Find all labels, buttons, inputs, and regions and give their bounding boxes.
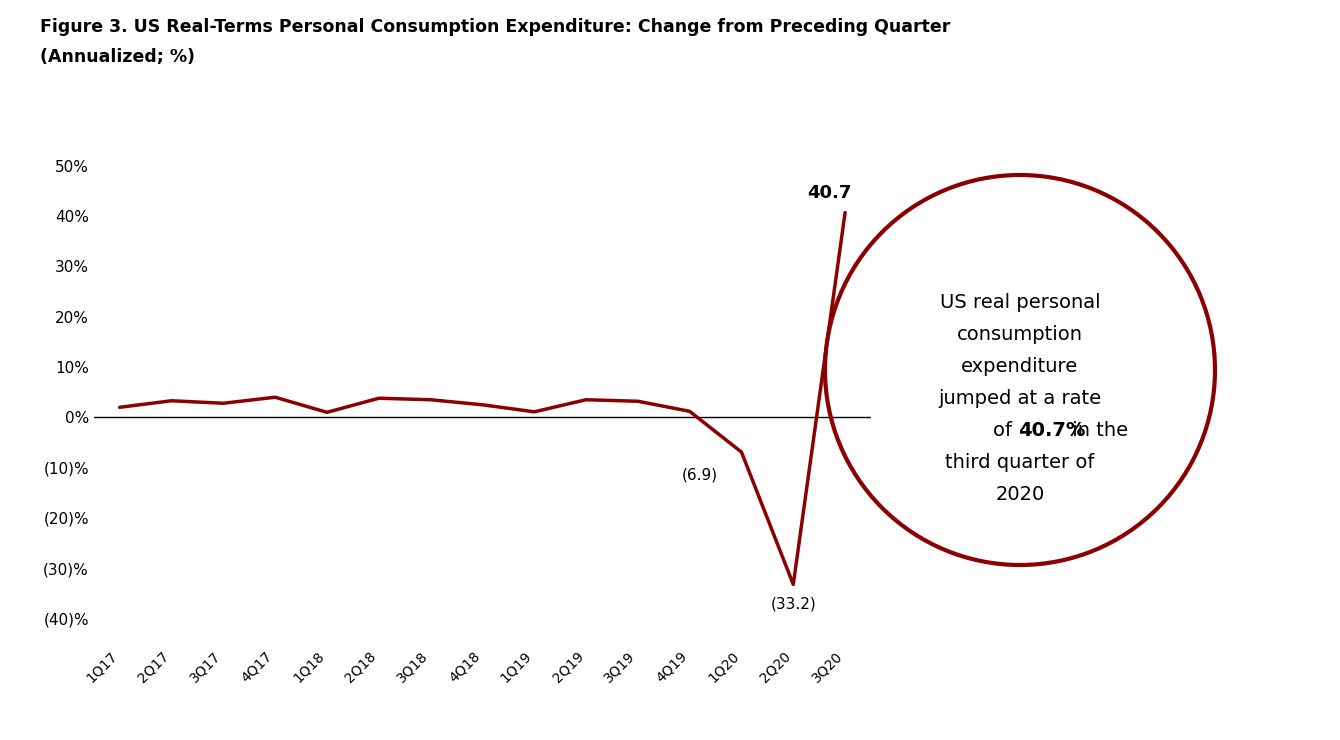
Text: 2020: 2020 [996, 485, 1045, 503]
Text: (Annualized; %): (Annualized; %) [40, 48, 196, 66]
Text: (6.9): (6.9) [682, 468, 718, 482]
Text: of: of [993, 420, 1018, 440]
Text: 40.7%: 40.7% [1018, 420, 1085, 440]
Text: (33.2): (33.2) [770, 596, 816, 611]
Text: Figure 3. US Real-Terms Personal Consumption Expenditure: Change from Preceding : Figure 3. US Real-Terms Personal Consump… [40, 18, 950, 36]
Text: third quarter of: third quarter of [945, 452, 1095, 471]
Text: consumption: consumption [957, 325, 1083, 343]
Text: jumped at a rate: jumped at a rate [938, 388, 1101, 408]
Text: in the: in the [1067, 420, 1128, 440]
Text: expenditure: expenditure [961, 357, 1079, 375]
Text: US real personal: US real personal [939, 292, 1100, 312]
Text: 40.7: 40.7 [808, 184, 852, 203]
